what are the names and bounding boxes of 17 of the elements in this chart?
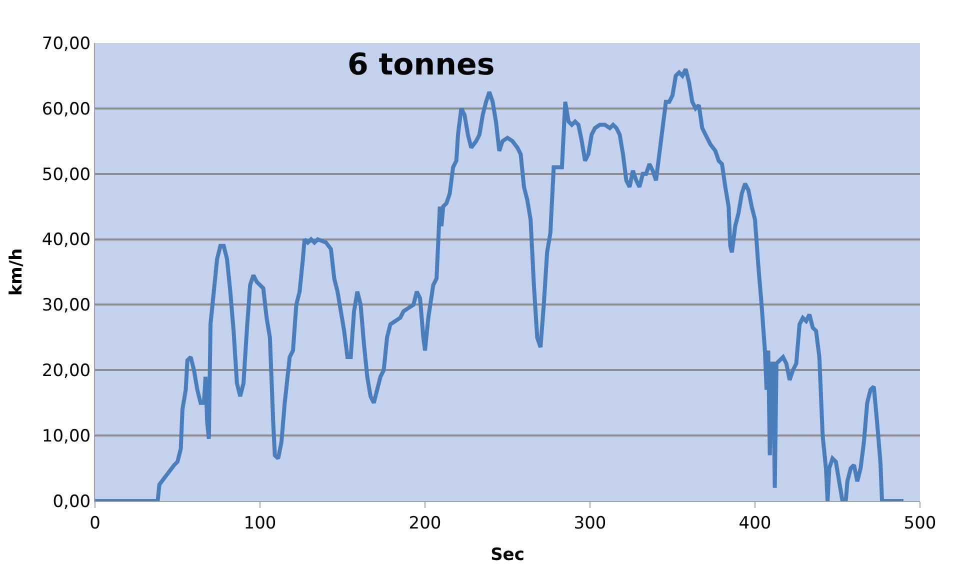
y-tick-label: 20,00 — [42, 361, 91, 382]
y-tick-label: 70,00 — [42, 34, 91, 54]
x-tick-label: 300 — [574, 513, 606, 534]
y-tick-label: 0,00 — [52, 492, 91, 512]
x-tick-label: 400 — [738, 513, 772, 534]
y-tick-label: 40,00 — [42, 230, 91, 250]
y-tick-label: 60,00 — [42, 99, 91, 120]
x-tick-label: 200 — [408, 513, 442, 534]
x-tick-label: 500 — [904, 513, 936, 534]
x-tick-label: 0 — [90, 513, 100, 534]
x-axis-title: Sec — [490, 544, 524, 565]
y-tick-label: 10,00 — [42, 426, 91, 447]
x-tick-label: 100 — [244, 513, 276, 534]
y-axis-title: km/h — [6, 248, 26, 296]
chart-title: 6 tonnes — [347, 47, 495, 82]
y-tick-label: 30,00 — [42, 296, 91, 316]
y-tick-label: 50,00 — [42, 164, 91, 185]
